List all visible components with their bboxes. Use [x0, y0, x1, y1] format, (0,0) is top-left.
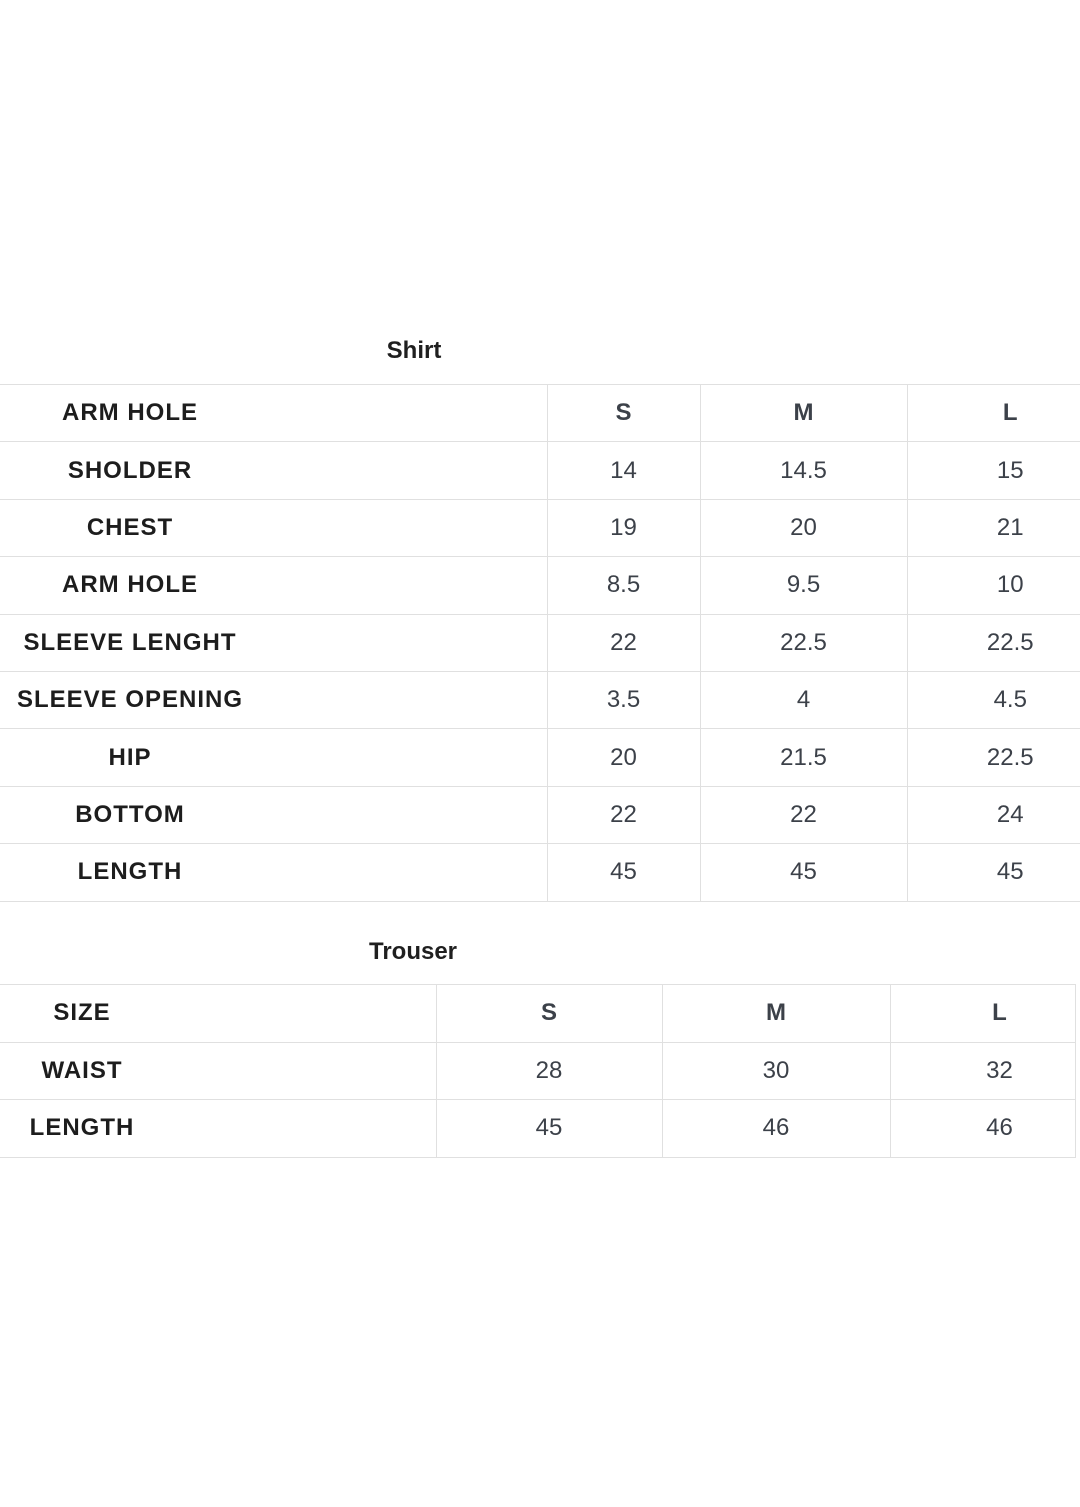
table-row: LENGTH 45 46 46 [0, 1099, 1076, 1158]
shirt-header-row: ARM HOLE S M L [0, 383, 1080, 443]
row-label-cell: LENGTH [0, 843, 548, 902]
table-row: ARM HOLE 8.5 9.5 10 [0, 556, 1080, 615]
row-label: BOTTOM [75, 800, 185, 828]
table-row: BOTTOM 22 22 24 [0, 785, 1080, 845]
row-label-cell: HIP [0, 728, 548, 787]
size-header-m: M [699, 383, 908, 443]
shirt-size-table: ARM HOLE S M L SHOLDER 14 14.5 15 CHEST … [0, 383, 1080, 902]
cell-value: 20 [699, 498, 908, 558]
cell-value: 14.5 [699, 441, 908, 500]
cell-value: 24 [906, 785, 1080, 845]
table-row: LENGTH 45 45 45 [0, 843, 1080, 902]
cell-value: 22 [546, 785, 701, 845]
table-row: SHOLDER 14 14.5 15 [0, 441, 1080, 500]
row-label-cell: CHEST [0, 498, 548, 558]
cell-value: 4 [699, 670, 908, 730]
row-label-cell: ARM HOLE [0, 556, 548, 615]
cell-value: 8.5 [546, 556, 701, 615]
table-row: WAIST 28 30 32 [0, 1041, 1076, 1101]
cell-value: 46 [889, 1099, 1076, 1158]
table-row: HIP 20 21.5 22.5 [0, 728, 1080, 787]
row-label-cell: ARM HOLE [0, 383, 548, 443]
cell-value: 32 [889, 1041, 1076, 1101]
size-header-l: L [906, 383, 1080, 443]
cell-value: 30 [661, 1041, 891, 1101]
row-label-cell: SLEEVE OPENING [0, 670, 548, 730]
table-row: CHEST 19 20 21 [0, 498, 1080, 558]
trouser-header-row: SIZE S M L [0, 984, 1076, 1043]
cell-value: 46 [661, 1099, 891, 1158]
size-header-s: S [435, 984, 663, 1043]
cell-value: 45 [699, 843, 908, 902]
cell-value: 9.5 [699, 556, 908, 615]
row-label: LENGTH [77, 858, 183, 886]
row-label: HIP [108, 743, 152, 771]
cell-value: 22.5 [699, 613, 908, 672]
cell-value: 45 [435, 1099, 663, 1158]
row-label-cell: SHOLDER [0, 441, 548, 500]
row-label-cell: SIZE [0, 984, 437, 1043]
row-label-cell: SLEEVE LENGHT [0, 613, 548, 672]
table-row: SLEEVE OPENING 3.5 4 4.5 [0, 670, 1080, 730]
cell-value: 22 [699, 785, 908, 845]
cell-value: 22.5 [906, 613, 1080, 672]
cell-value: 45 [906, 843, 1080, 902]
cell-value: 10 [906, 556, 1080, 615]
cell-value: 19 [546, 498, 701, 558]
row-label-cell: WAIST [0, 1041, 437, 1101]
cell-value: 22 [546, 613, 701, 672]
row-label-cell: LENGTH [0, 1099, 437, 1158]
row-label: SLEEVE LENGHT [23, 628, 237, 656]
cell-value: 4.5 [906, 670, 1080, 730]
row-label: SIZE [53, 999, 111, 1027]
size-header-m: M [661, 984, 891, 1043]
cell-value: 45 [546, 843, 701, 902]
table-row: SLEEVE LENGHT 22 22.5 22.5 [0, 613, 1080, 672]
row-label-cell: BOTTOM [0, 785, 548, 845]
row-label: ARM HOLE [62, 571, 198, 599]
size-header-s: S [546, 383, 701, 443]
cell-value: 21 [906, 498, 1080, 558]
shirt-table-title: Shirt [386, 337, 442, 364]
row-label: SHOLDER [67, 456, 193, 484]
cell-value: 20 [546, 728, 701, 787]
trouser-table-title: Trouser [368, 938, 458, 965]
row-label: ARM HOLE [62, 399, 198, 427]
cell-value: 21.5 [699, 728, 908, 787]
size-header-l: L [889, 984, 1076, 1043]
row-label: LENGTH [29, 1114, 135, 1142]
cell-value: 22.5 [906, 728, 1080, 787]
row-label: CHEST [86, 513, 174, 541]
cell-value: 3.5 [546, 670, 701, 730]
row-label: WAIST [41, 1056, 123, 1084]
cell-value: 14 [546, 441, 701, 500]
cell-value: 15 [906, 441, 1080, 500]
cell-value: 28 [435, 1041, 663, 1101]
row-label: SLEEVE OPENING [16, 686, 244, 714]
trouser-size-table: SIZE S M L WAIST 28 30 32 LENGTH 45 46 4… [0, 984, 1076, 1158]
